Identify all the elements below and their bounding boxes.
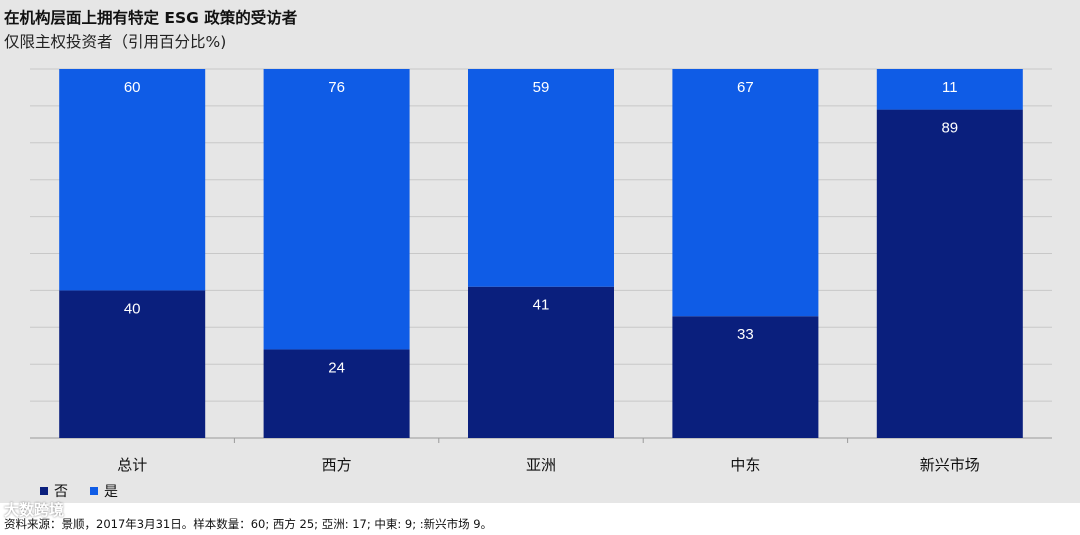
legend-item-yes: 是: [90, 481, 118, 501]
data-label: 24: [328, 359, 345, 376]
chart-subtitle: 仅限主权投资者（引用百分比%): [4, 33, 227, 51]
source-note: 资料来源：景顺，2017年3月31日。样本数量：60; 西方 25; 亞洲: 1…: [4, 517, 493, 531]
legend: 否 是: [40, 481, 118, 501]
legend-swatch-no: [40, 487, 48, 495]
bar-no: [876, 109, 1023, 438]
bar-yes: [59, 69, 206, 291]
data-label: 11: [942, 79, 958, 96]
data-label: 33: [737, 326, 754, 343]
watermark-logo: 大数跨境: [4, 501, 65, 519]
data-label: 41: [533, 297, 550, 314]
bar-no: [59, 290, 206, 438]
x-tick-label: 总计: [117, 457, 147, 474]
legend-label-yes: 是: [104, 484, 118, 500]
data-label: 40: [124, 300, 141, 317]
x-tick-label: 新兴市场: [920, 457, 980, 474]
data-label: 76: [328, 79, 345, 96]
legend-swatch-yes: [90, 487, 98, 495]
bar-yes: [468, 69, 614, 287]
legend-item-no: 否: [40, 481, 68, 501]
bar-no: [468, 286, 614, 438]
chart-title: 在机构层面上拥有特定 ESG 政策的受访者: [4, 9, 298, 27]
bar-yes: [876, 69, 1023, 110]
data-label: 60: [124, 79, 141, 96]
x-tick-label: 西方: [322, 457, 352, 474]
legend-label-no: 否: [54, 484, 68, 500]
bar-yes: [263, 69, 410, 350]
data-label: 67: [737, 79, 754, 96]
data-label: 89: [941, 120, 958, 137]
bar-no: [263, 349, 410, 438]
bar-yes: [672, 69, 819, 317]
x-tick-label: 中东: [730, 457, 760, 474]
bar-no: [672, 316, 819, 438]
stacked-bar-chart: 40 60 总计 24 76 西方 41 59 亚洲 33 67 中东 89 11 新兴市场: [30, 68, 1052, 474]
x-tick-label: 亚洲: [526, 457, 556, 474]
data-label: 59: [533, 79, 550, 96]
